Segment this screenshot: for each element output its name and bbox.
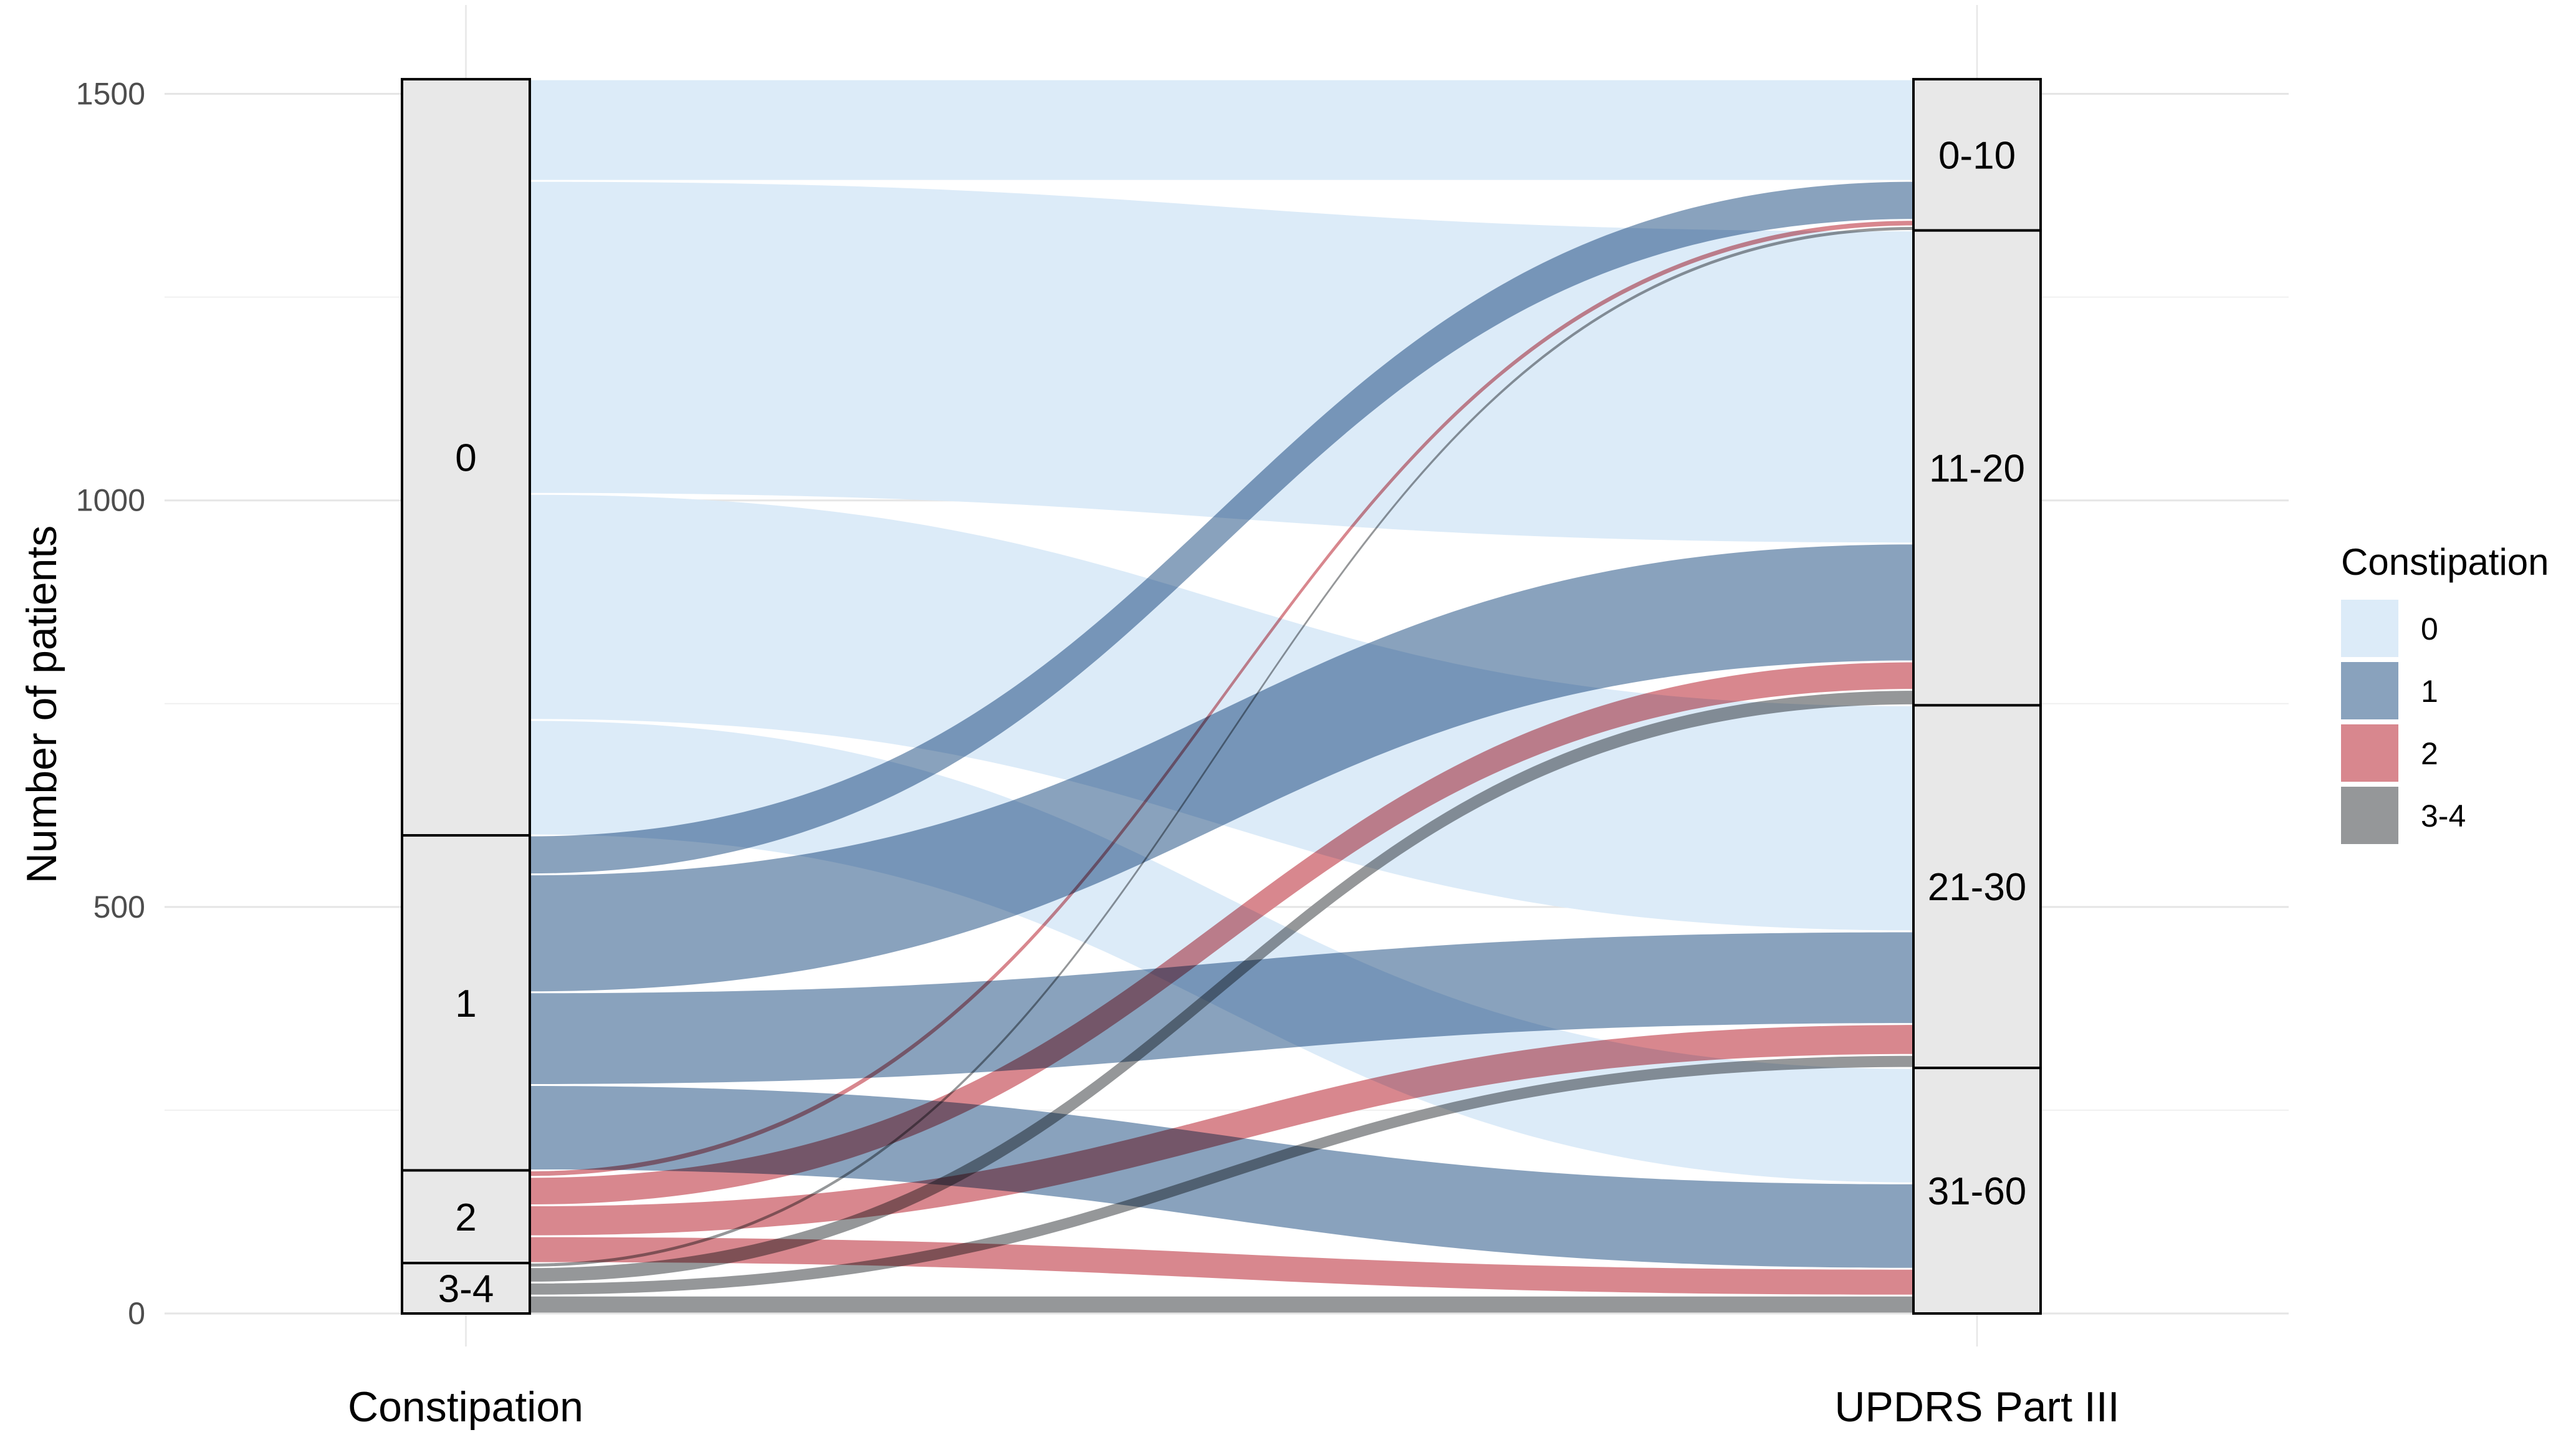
legend-label-1: 1: [2421, 674, 2438, 709]
flow-3-4-to-11-20: [529, 691, 1915, 1282]
y-axis-title: Number of patients: [18, 526, 65, 884]
stratum-label-left-3-4: 3-4: [438, 1268, 494, 1311]
stratum-right-0-10: [1912, 78, 2042, 232]
flow-1-to-21-30: [529, 932, 1915, 1084]
legend-swatch-2: [2341, 724, 2398, 782]
flow-2-to-31-60: [529, 1237, 1915, 1295]
flow-3-4-to-31-60: [529, 1296, 1915, 1313]
y-tick-labels: 0 500 1000 1500: [76, 77, 145, 1331]
legend-swatch-0: [2341, 600, 2398, 657]
legend-swatch-3-4: [2341, 787, 2398, 844]
stratum-label-right-31-60: 31-60: [1928, 1170, 2027, 1213]
flow-0-to-0-10: [529, 80, 1915, 180]
flow-3-4-to-0-10: [529, 226, 1915, 1267]
y-tick-label-1000: 1000: [76, 483, 145, 518]
x-axis-title-updrs: UPDRS Part III: [1834, 1383, 2119, 1431]
legend-swatch-1: [2341, 662, 2398, 719]
stratum-label-right-0-10: 0-10: [1938, 134, 2016, 177]
flow-ribbons: [529, 80, 1915, 1313]
legend-title: Constipation: [2341, 541, 2549, 583]
legend-label-0: 0: [2421, 612, 2438, 646]
stratum-label-left-2: 2: [455, 1196, 476, 1239]
flow-3-4-to-21-30: [529, 1055, 1915, 1295]
stratum-right-31-60: [1912, 1067, 2042, 1315]
stratum-right-11-20: [1912, 229, 2042, 707]
legend-items: 0 1 2 3-4: [2341, 600, 2466, 844]
legend-label-2: 2: [2421, 736, 2438, 771]
flow-2-to-0-10: [529, 221, 1915, 1176]
stratum-left-2: [401, 1169, 531, 1265]
stratum-left-0: [401, 78, 531, 837]
y-tick-label-1500: 1500: [76, 77, 145, 112]
y-tick-label-500: 500: [93, 890, 145, 924]
strata-boxes: 0 1 2 3-4 0-10 11-20 21-30 31-60: [401, 78, 2042, 1315]
stratum-right-21-30: [1912, 704, 2042, 1070]
stratum-left-1: [401, 834, 531, 1172]
stratum-label-left-0: 0: [455, 437, 476, 480]
flow-1-to-11-20: [529, 544, 1915, 992]
flow-1-to-0-10: [529, 181, 1915, 874]
flow-2-to-11-20: [529, 662, 1915, 1205]
legend-label-3-4: 3-4: [2421, 799, 2466, 833]
stratum-label-right-21-30: 21-30: [1928, 866, 2027, 909]
legend: Constipation 0 1 2 3-4: [2341, 541, 2549, 844]
y-tick-label-0: 0: [128, 1296, 145, 1331]
stratum-label-left-1: 1: [455, 982, 476, 1025]
stratum-left-3-4: [401, 1262, 531, 1315]
flow-2-to-21-30: [529, 1025, 1915, 1236]
x-axis-title-constipation: Constipation: [348, 1383, 583, 1431]
stratum-label-right-11-20: 11-20: [1929, 448, 2025, 491]
